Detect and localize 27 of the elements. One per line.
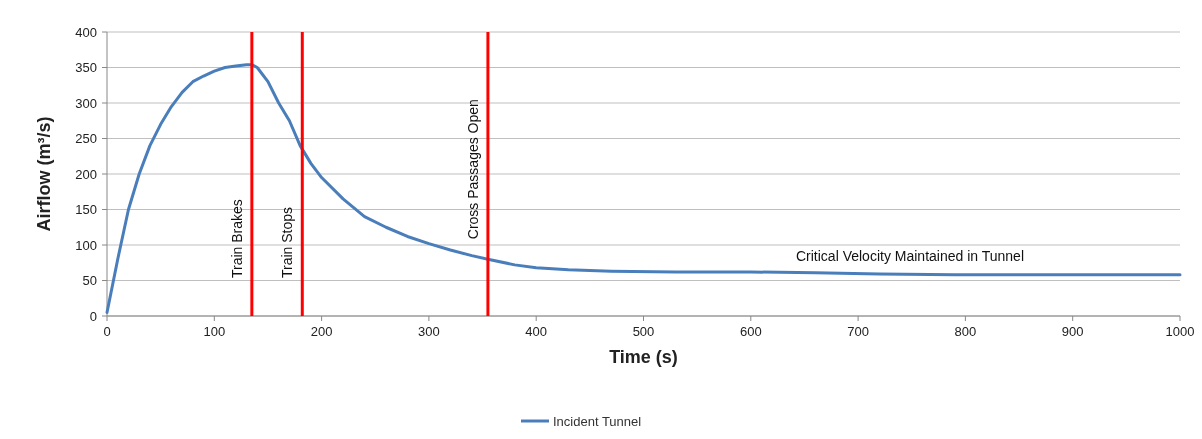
- y-tick-label: 100: [75, 237, 97, 253]
- x-tick-label: 800: [954, 324, 977, 339]
- ref-line-label: Train Stops: [279, 206, 296, 278]
- y-tick-label: 350: [75, 60, 97, 75]
- x-tick-label: 200: [310, 324, 333, 339]
- y-axis-title: Airflow (m³/s): [34, 116, 54, 232]
- ref-line-label: Cross Passages Open: [464, 99, 481, 240]
- x-axis-title: Time (s): [609, 347, 678, 367]
- y-tick-label: 300: [75, 95, 97, 111]
- annotation: Critical Velocity Maintained in Tunnel: [795, 248, 1025, 264]
- y-tick-label: 400: [75, 24, 97, 40]
- y-tick-label: 50: [82, 273, 97, 288]
- x-tick-label: 100: [203, 324, 226, 339]
- legend-label: Incident Tunnel: [553, 413, 642, 429]
- ref-line-label: Train Brakes: [228, 199, 245, 278]
- x-tick-label: 500: [632, 324, 655, 339]
- y-tick-label: 0: [89, 308, 97, 324]
- x-tick-label: 1000: [1165, 324, 1195, 339]
- x-tick-label: 900: [1061, 324, 1084, 339]
- y-tick-label: 150: [75, 202, 97, 217]
- y-tick-label: 250: [75, 131, 97, 146]
- x-tick-label: 0: [103, 324, 111, 339]
- y-tick-label: 200: [75, 166, 97, 182]
- x-tick-label: 700: [847, 324, 869, 339]
- x-tick-label: 300: [418, 324, 440, 339]
- x-tick-label: 400: [525, 324, 548, 339]
- x-tick-label: 600: [739, 324, 762, 339]
